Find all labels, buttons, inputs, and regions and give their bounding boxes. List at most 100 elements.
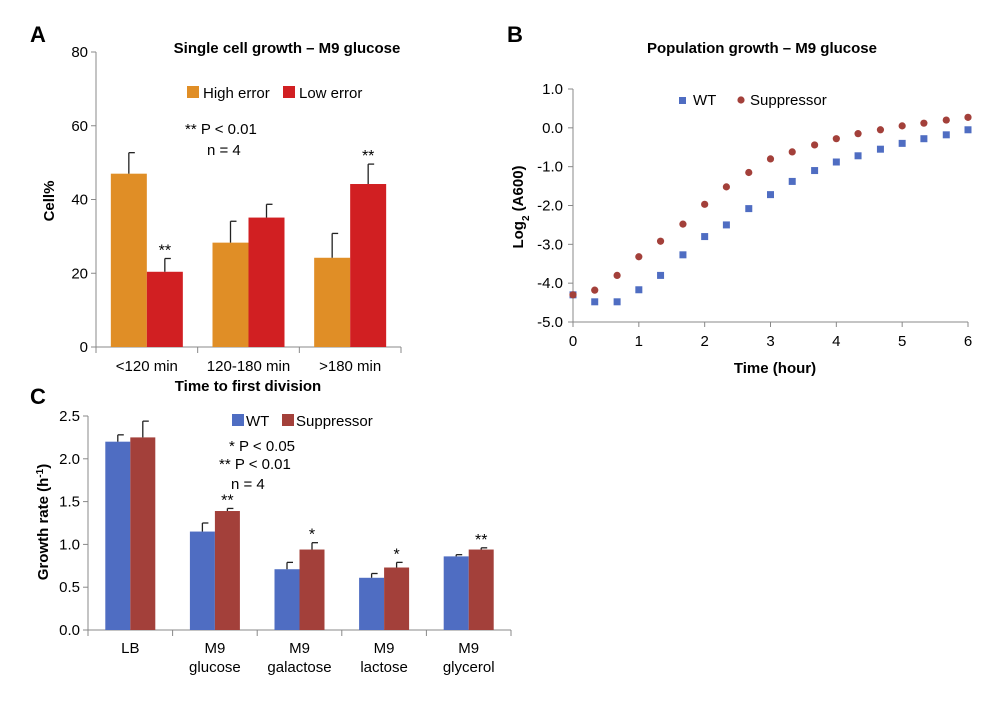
legend-swatch-high-error xyxy=(187,86,199,98)
data-point-suppressor xyxy=(635,253,643,261)
bar xyxy=(248,217,285,347)
y-tick-label: 0.5 xyxy=(59,579,80,596)
x-tick-label: M9 xyxy=(204,640,225,657)
chart-a-xlabel: Time to first division xyxy=(175,378,321,395)
x-tick-label: M9 xyxy=(374,640,395,657)
y-tick-label: 0.0 xyxy=(542,120,563,137)
x-tick-label: 1 xyxy=(635,333,643,350)
data-point-suppressor xyxy=(656,237,665,245)
significance-mark: ** xyxy=(159,243,171,260)
data-point-suppressor xyxy=(591,286,599,294)
chart-a-legend: High error Low error xyxy=(187,85,362,102)
x-tick-label: 6 xyxy=(964,333,972,350)
data-point-suppressor xyxy=(920,119,928,127)
data-point-suppressor xyxy=(766,155,775,163)
data-point-wt xyxy=(876,145,884,153)
y-tick-label: -2.0 xyxy=(537,198,563,215)
bar xyxy=(384,567,410,630)
y-tick-label: 1.5 xyxy=(59,494,80,511)
x-tick-label: 3 xyxy=(766,333,774,350)
y-tick-label: -3.0 xyxy=(537,236,563,253)
data-point-suppressor xyxy=(898,122,906,130)
legend-label-c-suppressor: Suppressor xyxy=(296,413,373,430)
data-point-wt xyxy=(745,205,753,213)
bar xyxy=(146,271,183,347)
chart-c-legend: WT Suppressor xyxy=(232,413,373,430)
chart-b-xlabel: Time (hour) xyxy=(734,360,816,377)
x-tick-label: LB xyxy=(121,640,139,657)
data-point-suppressor xyxy=(811,141,819,149)
x-tick-label: >180 min xyxy=(319,358,381,375)
data-point-wt xyxy=(788,177,796,185)
bar xyxy=(189,531,215,630)
x-tick-label: 2 xyxy=(700,333,708,350)
legend-label-c-wt: WT xyxy=(246,413,269,430)
y-tick-label: -5.0 xyxy=(537,314,563,331)
x-tick-label: M9 xyxy=(289,640,310,657)
chart-c-annotation-p05: * P < 0.05 xyxy=(229,438,295,455)
bar xyxy=(350,184,387,347)
x-tick-label: 5 xyxy=(898,333,906,350)
data-point-suppressor xyxy=(942,116,950,124)
chart-a-annotation-p: ** P < 0.01 xyxy=(185,121,257,138)
data-point-wt xyxy=(635,286,643,294)
bar xyxy=(212,242,249,347)
data-point-suppressor xyxy=(569,291,577,299)
bar xyxy=(105,441,131,630)
data-point-wt xyxy=(942,131,950,139)
data-point-suppressor xyxy=(679,220,687,228)
x-tick-label: glycerol xyxy=(443,659,495,676)
significance-mark: ** xyxy=(221,492,233,509)
data-point-suppressor xyxy=(701,200,709,208)
bar xyxy=(130,437,156,630)
legend-swatch-suppressor xyxy=(282,414,294,426)
y-tick-label: 2.0 xyxy=(59,451,80,468)
bar xyxy=(299,549,325,630)
bar xyxy=(468,549,494,630)
legend-marker-suppressor xyxy=(737,96,745,104)
x-tick-label: M9 xyxy=(458,640,479,657)
data-point-suppressor xyxy=(613,271,621,279)
y-tick-label: -4.0 xyxy=(537,275,563,292)
significance-mark: * xyxy=(309,527,315,544)
chart-c-ylabel: Growth rate (h-1) xyxy=(35,464,53,580)
data-point-wt xyxy=(964,126,972,134)
chart-a-annotation-n: n = 4 xyxy=(207,142,241,159)
y-tick-label: 2.5 xyxy=(59,408,80,425)
x-tick-label: <120 min xyxy=(116,358,178,375)
data-point-wt xyxy=(613,298,621,306)
legend-marker-wt xyxy=(679,97,686,104)
data-point-wt xyxy=(679,251,687,259)
bar xyxy=(110,173,147,347)
y-tick-label: 0.0 xyxy=(59,622,80,639)
data-point-suppressor xyxy=(745,168,753,177)
panel-label-a: A xyxy=(30,22,46,47)
chart-a-ylabel: Cell% xyxy=(41,181,58,222)
chart-a-title: Single cell growth – M9 glucose xyxy=(174,40,401,57)
chart-c-annotation-n: n = 4 xyxy=(231,476,265,493)
data-point-suppressor xyxy=(854,130,862,138)
panel-label-b: B xyxy=(507,22,523,47)
data-point-wt xyxy=(657,271,665,279)
bar xyxy=(359,577,385,630)
chart-c-plot: 0.0 0.5 1.0 1.5 2.0 2.5 LB M9 glucose M9 galactose… xyxy=(59,408,512,676)
data-point-wt xyxy=(591,298,599,306)
y-tick-label: 60 xyxy=(71,118,88,135)
legend-label-low-error: Low error xyxy=(299,85,362,102)
data-point-wt xyxy=(854,152,862,160)
data-point-wt xyxy=(767,191,774,199)
significance-mark: ** xyxy=(475,532,487,549)
data-point-wt xyxy=(722,221,730,229)
x-tick-label: 120-180 min xyxy=(207,358,290,375)
chart-b-plot: -5.0 -4.0 -3.0 -2.0 -1.0 0.0 1.0 0 1 2 3 4 5 6 xyxy=(537,81,972,350)
bar xyxy=(314,257,351,347)
x-tick-label: lactose xyxy=(360,659,408,676)
legend-label-suppressor: Suppressor xyxy=(750,92,827,109)
legend-swatch-wt xyxy=(232,414,244,426)
x-tick-label: 0 xyxy=(569,333,577,350)
data-point-wt xyxy=(898,139,906,147)
legend-swatch-low-error xyxy=(283,86,295,98)
chart-b-legend: WT Suppressor xyxy=(679,92,827,109)
significance-mark: ** xyxy=(362,148,374,165)
